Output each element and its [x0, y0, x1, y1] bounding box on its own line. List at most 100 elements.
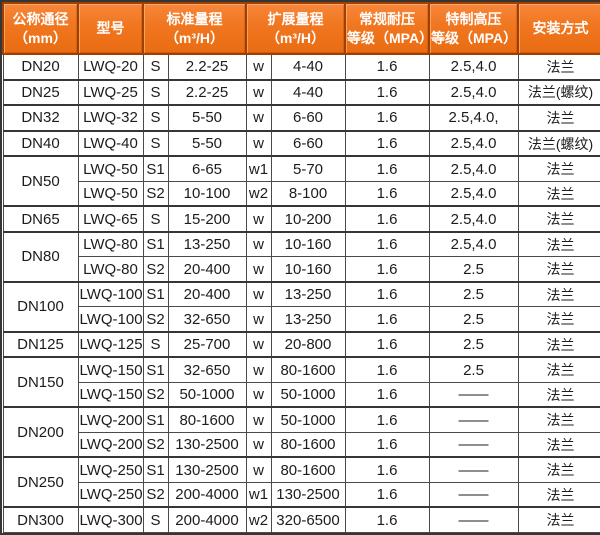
cell-standard-range: 10-100 [167, 180, 247, 207]
cell-high-pressure: 2.5,4.0 [428, 53, 519, 81]
table-row: LWQ-50 S2 10-100 w2 8-100 1.6 2.5,4.0 法兰 [3, 180, 600, 207]
cell-w-code: w [245, 406, 272, 433]
cell-high-pressure: 2.5 [428, 356, 519, 383]
cell-pressure: 1.6 [344, 78, 430, 106]
cell-model: LWQ-250 [77, 481, 144, 508]
cell-model: LWQ-50 [77, 180, 144, 207]
cell-extended-range: 13-250 [270, 280, 346, 308]
cell-mount: 法兰 [517, 53, 600, 81]
cell-w-code: w [245, 256, 272, 283]
table-row: DN65 LWQ-65 S 15-200 w 10-200 1.6 2.5,4.… [2, 205, 600, 233]
cell-s-code: S [142, 205, 169, 233]
table-row: LWQ-200 S2 130-2500 w 80-1600 1.6 —— 法兰 [3, 431, 600, 458]
cell-model: LWQ-80 [77, 230, 144, 258]
cell-s-code: S [142, 53, 169, 81]
cell-pressure: 1.6 [344, 406, 430, 433]
cell-model: LWQ-200 [77, 406, 144, 433]
header-model: 型号 [77, 2, 144, 55]
cell-standard-range: 50-1000 [167, 381, 247, 408]
cell-high-pressure: 2.5,4.0 [428, 129, 519, 157]
cell-extended-range: 6-60 [270, 104, 346, 132]
cell-extended-range: 8-100 [270, 180, 346, 207]
cell-model: LWQ-25 [77, 78, 144, 106]
cell-w-code: w2 [245, 180, 272, 207]
cell-mount: 法兰 [517, 381, 600, 408]
cell-extended-range: 13-250 [270, 306, 346, 333]
cell-pressure: 1.6 [344, 256, 430, 283]
table-row: DN80 LWQ-80 S1 13-250 w 10-160 1.6 2.5,4… [2, 230, 600, 283]
cell-pressure: 1.6 [344, 356, 430, 383]
cell-standard-range: 32-650 [167, 306, 247, 333]
cell-dn: DN65 [2, 205, 79, 233]
cell-w-code: w [245, 456, 272, 483]
cell-model: LWQ-40 [77, 129, 144, 157]
cell-pressure: 1.6 [344, 53, 430, 81]
table-row: DN125 LWQ-125 S 25-700 w 20-800 1.6 2.5 … [2, 330, 600, 358]
cell-s-code: S [142, 78, 169, 106]
cell-w-code: w1 [245, 155, 272, 182]
cell-model: LWQ-100 [77, 306, 144, 333]
header-dn: 公称通径 （mm） [2, 2, 79, 55]
cell-s-code: S2 [142, 256, 169, 283]
cell-model: LWQ-125 [77, 330, 144, 358]
cell-extended-range: 130-2500 [270, 481, 346, 508]
cell-standard-range: 20-400 [167, 280, 247, 308]
cell-model: LWQ-200 [77, 431, 144, 458]
cell-w-code: w [245, 431, 272, 458]
table-row: DN250 LWQ-250 S1 130-2500 w 80-1600 1.6 … [2, 456, 600, 508]
cell-extended-range: 80-1600 [270, 356, 346, 383]
cell-mount: 法兰 [517, 205, 600, 233]
cell-dn: DN150 [2, 356, 79, 408]
cell-standard-range: 5-50 [167, 104, 247, 132]
cell-mount: 法兰 [517, 104, 600, 132]
cell-s-code: S [142, 104, 169, 132]
cell-high-pressure: 2.5 [428, 306, 519, 333]
cell-s-code: S1 [142, 230, 169, 258]
cell-dn: DN50 [2, 155, 79, 207]
cell-mount: 法兰 [517, 506, 600, 534]
table-row: DN20 LWQ-20 S 2.2-25 w 4-40 1.6 2.5,4.0 … [2, 53, 600, 81]
header-row: 公称通径 （mm） 型号 标准量程 （m³/H） 扩展量程 （m³/H） 常规耐… [2, 2, 600, 55]
cell-pressure: 1.6 [344, 280, 430, 308]
table-row: DN100 LWQ-100 S1 20-400 w 13-250 1.6 2.5… [2, 280, 600, 333]
cell-high-pressure: —— [428, 506, 519, 534]
cell-w-code: w [245, 356, 272, 383]
cell-w-code: w [245, 280, 272, 308]
cell-w-code: w [245, 381, 272, 408]
table-row: LWQ-100 S2 32-650 w 13-250 1.6 2.5 法兰 [3, 306, 600, 333]
cell-standard-range: 15-200 [167, 205, 247, 233]
cell-mount: 法兰 [517, 230, 600, 258]
header-standard-range: 标准量程 （m³/H） [142, 2, 247, 55]
cell-mount: 法兰 [517, 406, 600, 433]
cell-high-pressure: —— [428, 481, 519, 508]
cell-s-code: S1 [142, 406, 169, 433]
cell-dn: DN100 [2, 280, 79, 333]
cell-high-pressure: 2.5,4.0 [428, 155, 519, 182]
cell-pressure: 1.6 [344, 330, 430, 358]
table-row: LWQ-250 S2 200-4000 w1 130-2500 1.6 —— 法… [3, 481, 600, 508]
cell-dn: DN250 [2, 456, 79, 508]
cell-pressure: 1.6 [344, 506, 430, 534]
cell-model: LWQ-150 [77, 381, 144, 408]
table-row: DN300 LWQ-300 S 200-4000 w2 320-6500 1.6… [2, 506, 600, 534]
cell-mount: 法兰 [517, 256, 600, 283]
table-row: LWQ-80 S2 20-400 w 10-160 1.6 2.5 法兰 [3, 256, 600, 283]
cell-s-code: S2 [142, 381, 169, 408]
table-row: DN150 LWQ-150 S1 32-650 w 80-1600 1.6 2.… [2, 356, 600, 408]
cell-standard-range: 13-250 [167, 230, 247, 258]
cell-s-code: S2 [142, 481, 169, 508]
cell-pressure: 1.6 [344, 129, 430, 157]
cell-model: LWQ-65 [77, 205, 144, 233]
cell-extended-range: 80-1600 [270, 456, 346, 483]
cell-dn: DN80 [2, 230, 79, 283]
header-extended-range: 扩展量程 （m³/H） [245, 2, 346, 55]
cell-extended-range: 10-160 [270, 256, 346, 283]
cell-pressure: 1.6 [344, 205, 430, 233]
cell-high-pressure: 2.5,4.0, [428, 104, 519, 132]
cell-s-code: S2 [142, 306, 169, 333]
cell-mount: 法兰 [517, 431, 600, 458]
cell-w-code: w [245, 53, 272, 81]
cell-model: LWQ-100 [77, 280, 144, 308]
cell-mount: 法兰(螺纹) [517, 78, 600, 106]
